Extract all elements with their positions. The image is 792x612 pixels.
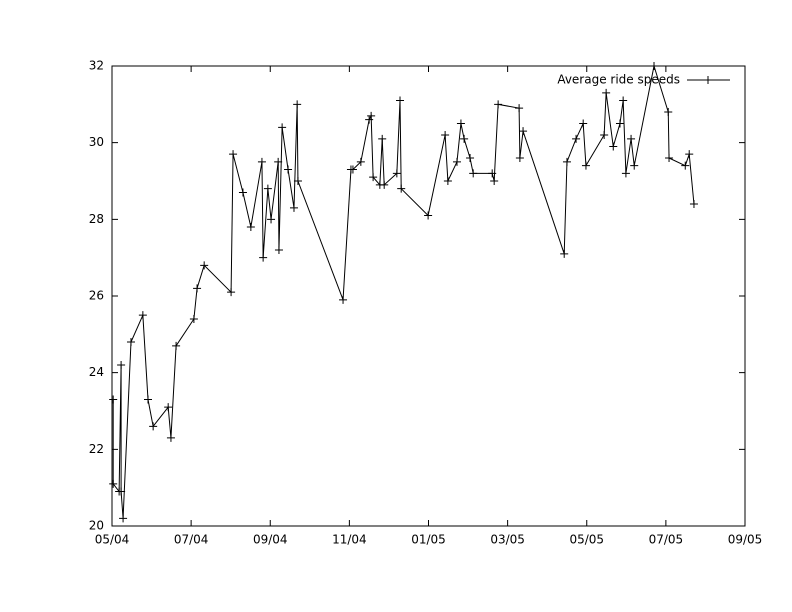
point	[396, 96, 405, 105]
point	[193, 284, 202, 293]
point	[274, 157, 283, 166]
point	[681, 161, 690, 170]
x-tick-label: 11/04	[332, 533, 367, 547]
point	[572, 134, 581, 143]
point	[229, 150, 238, 159]
point	[117, 487, 126, 496]
point	[267, 215, 276, 224]
point	[600, 131, 609, 139]
point	[664, 108, 673, 116]
point	[369, 173, 378, 182]
y-tick-label: 28	[89, 212, 104, 226]
point	[189, 315, 198, 323]
point	[166, 433, 175, 442]
point	[515, 104, 524, 113]
point	[579, 119, 588, 128]
point	[138, 311, 147, 320]
point	[452, 157, 461, 166]
point	[562, 157, 571, 166]
x-tick-label: 05/04	[95, 533, 130, 547]
point	[274, 246, 283, 254]
point	[365, 115, 374, 124]
point	[278, 123, 287, 132]
point	[144, 395, 153, 404]
x-tick-label: 05/05	[569, 533, 604, 547]
x-tick-label: 03/05	[490, 533, 525, 547]
y-tick-label: 20	[89, 519, 104, 533]
point	[238, 188, 247, 197]
legend-swatch	[687, 76, 730, 84]
point	[609, 142, 618, 151]
point	[515, 154, 524, 162]
point	[356, 157, 365, 166]
point	[581, 161, 590, 170]
point	[339, 295, 348, 304]
point	[494, 100, 503, 109]
point	[424, 211, 433, 220]
x-tick-label: 01/05	[411, 533, 446, 547]
point	[685, 150, 694, 159]
point	[293, 177, 302, 185]
point	[348, 165, 357, 174]
point	[519, 127, 528, 136]
point	[490, 177, 499, 185]
y-tick-label: 22	[89, 442, 104, 456]
point	[172, 341, 181, 350]
point	[117, 361, 126, 369]
point	[380, 180, 389, 189]
point	[367, 111, 376, 120]
point	[289, 203, 298, 212]
point	[149, 422, 158, 431]
point	[246, 223, 255, 231]
point	[441, 131, 450, 139]
point	[200, 261, 209, 270]
x-tick-label: 07/04	[174, 533, 209, 547]
point	[560, 249, 569, 258]
point	[650, 62, 659, 70]
point	[119, 514, 128, 523]
point	[263, 184, 272, 193]
y-tick-label: 32	[89, 59, 104, 73]
point	[466, 154, 475, 162]
point	[392, 169, 401, 178]
y-tick-label: 26	[89, 289, 104, 303]
point	[378, 134, 387, 143]
point	[619, 96, 628, 105]
point	[615, 119, 624, 128]
point	[488, 169, 497, 178]
point	[284, 165, 293, 174]
y-tick-label: 24	[89, 365, 104, 379]
point	[689, 200, 698, 208]
point	[665, 154, 674, 162]
legend-label: Average ride speeds	[557, 73, 680, 87]
point	[456, 119, 465, 128]
y-tick-label: 30	[89, 135, 104, 149]
point	[621, 169, 630, 178]
point	[259, 253, 268, 262]
point	[460, 134, 469, 143]
point	[397, 184, 406, 193]
point	[227, 288, 236, 297]
point	[109, 395, 118, 404]
x-tick-label: 09/05	[728, 533, 763, 547]
point	[293, 100, 302, 109]
x-tick-label: 09/04	[253, 533, 288, 547]
x-tick-label: 07/05	[649, 533, 684, 547]
point	[164, 403, 173, 412]
point	[627, 134, 636, 143]
point	[126, 338, 135, 346]
point	[602, 88, 611, 97]
point	[469, 169, 478, 178]
point	[630, 161, 639, 170]
point	[443, 177, 452, 185]
point	[257, 157, 266, 166]
point	[109, 479, 118, 488]
